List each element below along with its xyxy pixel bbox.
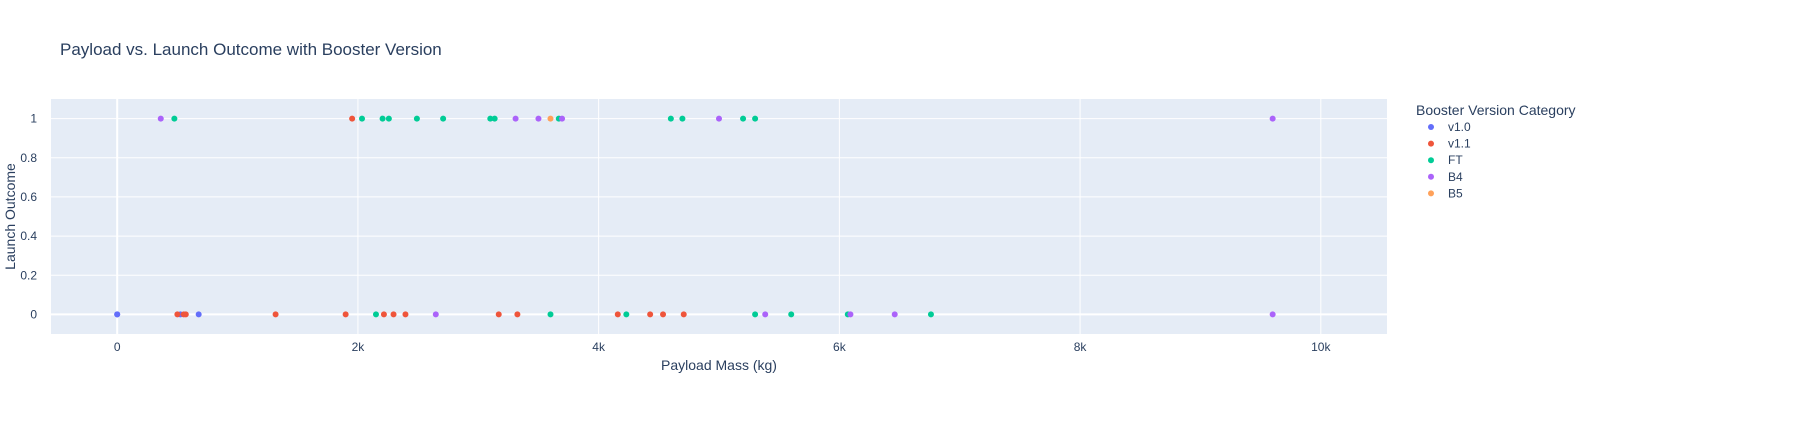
data-point-FT[interactable]: [752, 311, 759, 318]
data-point-FT[interactable]: [547, 311, 554, 318]
legend-label: v1.0: [1448, 120, 1471, 134]
data-point-FT[interactable]: [379, 115, 386, 122]
y-tick-label: 0.2: [20, 268, 37, 282]
data-point-B4[interactable]: [559, 115, 566, 122]
data-point-v1.1[interactable]: [514, 311, 521, 318]
legend-label: B5: [1448, 186, 1463, 200]
data-point-FT[interactable]: [171, 115, 178, 122]
y-axis-ticks: 0 0.2 0.4 0.6 0.8 1: [20, 112, 37, 322]
x-tick-label: 2k: [352, 340, 366, 354]
data-point-B4[interactable]: [157, 115, 164, 122]
legend-items[interactable]: v1.0 v1.1 FT B4 B5: [1428, 120, 1471, 200]
legend-marker: [1428, 190, 1434, 197]
data-point-FT[interactable]: [359, 115, 366, 122]
x-tick-label: 6k: [833, 340, 847, 354]
y-tick-label: 0.6: [20, 190, 37, 204]
data-point-v1.1[interactable]: [390, 311, 397, 318]
x-axis-title: Payload Mass (kg): [661, 357, 777, 373]
data-point-FT[interactable]: [679, 115, 686, 122]
data-point-v1.0[interactable]: [195, 311, 202, 318]
data-point-v1.1[interactable]: [272, 311, 279, 318]
plot-background: [51, 99, 1387, 334]
legend-item-v1.1[interactable]: v1.1: [1428, 137, 1471, 151]
data-point-v1.0[interactable]: [114, 311, 121, 318]
y-axis-title: Launch Outcome: [2, 163, 18, 270]
legend-marker: [1428, 157, 1434, 164]
data-point-B4[interactable]: [847, 311, 854, 318]
data-point-B4[interactable]: [432, 311, 439, 318]
data-point-B4[interactable]: [716, 115, 722, 122]
data-point-FT[interactable]: [487, 115, 494, 122]
data-point-FT[interactable]: [372, 311, 379, 318]
data-point-v1.1[interactable]: [614, 311, 621, 318]
x-tick-label: 0: [114, 340, 121, 354]
y-tick-label: 0.4: [20, 229, 37, 243]
legend-item-B5[interactable]: B5: [1428, 186, 1463, 200]
data-point-v1.1[interactable]: [342, 311, 349, 318]
data-point-FT[interactable]: [740, 115, 747, 122]
data-point-B4[interactable]: [1269, 115, 1276, 122]
data-point-v1.1[interactable]: [182, 311, 189, 318]
data-point-FT[interactable]: [752, 115, 759, 122]
data-points: [114, 115, 1276, 318]
legend-item-B4[interactable]: B4: [1428, 170, 1463, 184]
data-point-FT[interactable]: [788, 311, 795, 318]
data-point-FT[interactable]: [413, 115, 420, 122]
data-point-B4[interactable]: [512, 115, 519, 122]
data-point-v1.1[interactable]: [174, 311, 181, 318]
data-point-B4[interactable]: [535, 115, 542, 122]
legend-title: Booster Version Category: [1416, 102, 1576, 118]
data-point-v1.1[interactable]: [349, 115, 356, 122]
data-point-v1.1[interactable]: [660, 311, 667, 318]
legend-item-v1.0[interactable]: v1.0: [1428, 120, 1471, 134]
legend-marker: [1428, 124, 1434, 130]
legend[interactable]: Booster Version Category v1.0 v1.1 FT B4 B5: [1416, 102, 1576, 200]
data-point-FT[interactable]: [440, 115, 447, 122]
data-point-FT[interactable]: [667, 115, 674, 122]
data-point-B4[interactable]: [1269, 311, 1276, 318]
data-point-FT[interactable]: [927, 311, 934, 318]
legend-label: B4: [1448, 170, 1463, 184]
x-tick-label: 4k: [592, 340, 606, 354]
legend-label: FT: [1448, 153, 1463, 167]
x-tick-label: 10k: [1311, 340, 1331, 354]
legend-marker: [1428, 173, 1434, 180]
legend-marker: [1428, 140, 1434, 147]
data-point-FT[interactable]: [491, 115, 498, 122]
y-tick-label: 1: [30, 112, 37, 126]
data-point-v1.1[interactable]: [680, 311, 687, 318]
legend-item-FT[interactable]: FT: [1428, 153, 1463, 167]
legend-label: v1.1: [1448, 137, 1471, 151]
data-point-v1.1[interactable]: [495, 311, 502, 318]
data-point-B4[interactable]: [891, 311, 898, 318]
data-point-FT[interactable]: [385, 115, 392, 122]
x-tick-label: 8k: [1074, 340, 1088, 354]
data-point-B5[interactable]: [547, 115, 554, 122]
data-point-B4[interactable]: [762, 311, 769, 318]
x-axis-ticks: 0 2k 4k 6k 8k 10k: [114, 340, 1332, 354]
data-point-v1.1[interactable]: [402, 311, 409, 318]
data-point-v1.1[interactable]: [647, 311, 654, 318]
y-tick-label: 0.8: [20, 151, 37, 165]
data-point-FT[interactable]: [623, 311, 630, 318]
chart-title: Payload vs. Launch Outcome with Booster …: [60, 40, 442, 59]
y-tick-label: 0: [30, 307, 37, 321]
data-point-v1.1[interactable]: [380, 311, 387, 318]
